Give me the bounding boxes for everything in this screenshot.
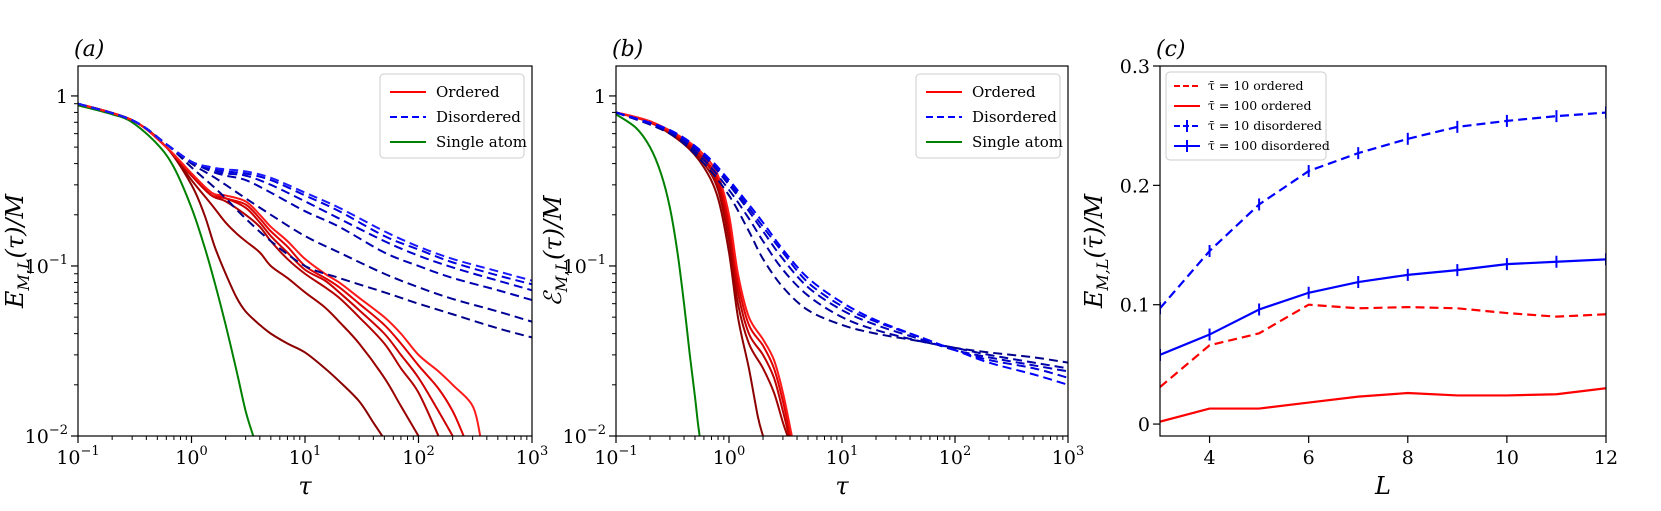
legend-label: τ̄ = 10 disordered xyxy=(1208,118,1322,133)
x-axis-label: τ xyxy=(835,472,849,500)
series-line xyxy=(78,102,532,302)
series-line xyxy=(78,102,420,436)
y-tick-label: 0 xyxy=(1138,414,1150,436)
y-tick-label: 0.2 xyxy=(1120,175,1150,197)
x-tick-label: 103 xyxy=(516,444,548,469)
legend: τ̄ = 10 ordered τ̄ = 100 ordered τ̄ = 10 d… xyxy=(1165,71,1330,161)
y-tick-label: 0.1 xyxy=(1120,295,1150,317)
series-line xyxy=(78,102,454,436)
x-tick-label: 102 xyxy=(939,444,971,469)
legend-label: Disordered xyxy=(436,108,521,126)
y-tick-label: 10−1 xyxy=(563,253,606,278)
x-axis-label: τ xyxy=(298,472,312,500)
x-tick-label: 10 xyxy=(1495,447,1519,469)
y-tick-label: 10−1 xyxy=(25,253,68,278)
series-group xyxy=(78,102,532,436)
legend: Ordered Disordered Single atom xyxy=(915,73,1063,159)
series-line xyxy=(78,104,255,436)
y-axis-label: EM,L(τ̄)/M xyxy=(1080,192,1112,309)
panel-label: (c) xyxy=(1156,37,1186,62)
legend-box xyxy=(379,73,525,159)
legend-box xyxy=(915,73,1061,159)
series-line xyxy=(78,102,532,323)
x-tick-label: 102 xyxy=(402,444,434,469)
legend: Ordered Disordered Single atom xyxy=(379,73,527,159)
x-tick-label: 100 xyxy=(175,444,207,469)
series-line xyxy=(1160,303,1606,388)
legend-label: τ̄ = 100 ordered xyxy=(1208,98,1311,113)
x-tick-label: 101 xyxy=(826,444,858,469)
legend-box xyxy=(1165,71,1327,161)
legend-label: Single atom xyxy=(972,133,1063,151)
series-line xyxy=(78,102,532,286)
series-line xyxy=(616,111,1068,386)
series-line xyxy=(616,111,792,436)
x-tick-label: 101 xyxy=(289,444,321,469)
series-line xyxy=(616,111,1068,373)
series-line xyxy=(78,102,532,292)
x-tick-label: 12 xyxy=(1594,447,1618,469)
y-axis-label: ℰM,L(τ)/M xyxy=(539,194,571,307)
panel-c: 4 6 8 10 12 0 0.1 0.2 0.3 (c) L EM,L(τ̄)/M τ̄ = 10 o… xyxy=(1080,37,1618,500)
legend-label: τ̄ = 100 disordered xyxy=(1208,138,1330,153)
panel-a: 10−1 100 101 102 10310−210−11(a)τEM,L(τ)/MOr… xyxy=(1,37,548,500)
y-tick-label: 1 xyxy=(594,86,606,108)
series-line xyxy=(616,111,1068,370)
legend-label: Single atom xyxy=(436,133,527,151)
panel-b: 10−1 100 101 102 10310−210−11(b)τℰM,L(τ)/MOr… xyxy=(539,37,1084,500)
y-tick-label: 0.3 xyxy=(1120,56,1150,78)
y-axis-label: EM,L(τ)/M xyxy=(1,192,33,309)
panel-label: (b) xyxy=(612,37,643,62)
series-line xyxy=(78,102,482,436)
series-line xyxy=(78,102,532,339)
series-line xyxy=(78,102,532,282)
x-tick-label: 103 xyxy=(1052,444,1084,469)
x-tick-label: 6 xyxy=(1303,447,1315,469)
series-line xyxy=(1160,258,1606,356)
series-line xyxy=(616,111,764,436)
series-line xyxy=(1160,111,1606,310)
x-axis-label: L xyxy=(1374,472,1391,500)
series-line xyxy=(1160,387,1606,423)
y-tick-label: 10−2 xyxy=(563,423,606,448)
legend-label: Disordered xyxy=(972,108,1057,126)
series-group xyxy=(1160,106,1606,423)
legend-label: Ordered xyxy=(436,83,500,101)
legend-label: Ordered xyxy=(972,83,1036,101)
series-line xyxy=(616,113,701,436)
series-line xyxy=(78,102,384,436)
y-tick-label: 1 xyxy=(56,86,68,108)
panel-label: (a) xyxy=(74,37,104,62)
series-line xyxy=(616,111,1068,379)
legend-label: τ̄ = 10 ordered xyxy=(1208,78,1304,93)
x-tick-label: 8 xyxy=(1402,447,1414,469)
y-tick-label: 10−2 xyxy=(25,423,68,448)
x-tick-label: 10−1 xyxy=(594,444,637,469)
series-line xyxy=(616,111,1068,364)
series-group xyxy=(616,111,1068,436)
x-tick-label: 10−1 xyxy=(56,444,99,469)
x-tick-label: 4 xyxy=(1204,447,1216,469)
x-tick-label: 100 xyxy=(713,444,745,469)
axes-frame xyxy=(1159,65,1607,437)
